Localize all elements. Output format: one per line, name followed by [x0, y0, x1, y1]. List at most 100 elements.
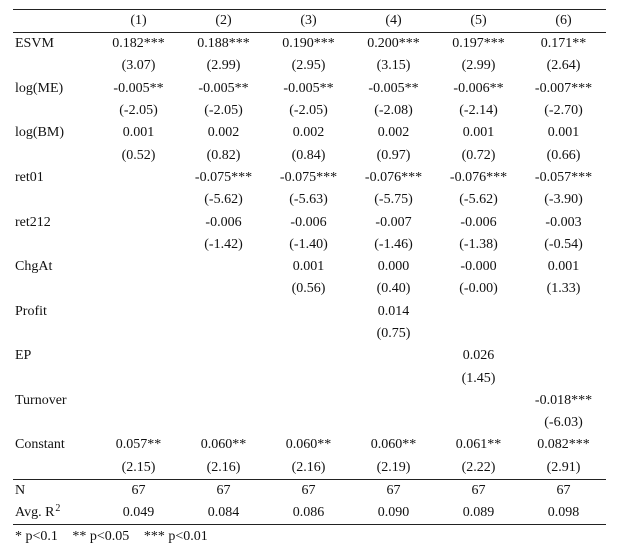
- coefficient-cell: 0.001: [547, 259, 580, 275]
- coefficient-row: ChgAt 0.001 0.000 -0.000 0.001: [13, 256, 606, 278]
- tstat-cell: [436, 412, 521, 434]
- tstat-cell: (-0.00): [459, 281, 498, 297]
- tstat-cell: (-1.38): [459, 236, 498, 252]
- coefficient-cell: 0.190***: [282, 36, 335, 52]
- coefficient-cell: -0.000: [460, 259, 497, 275]
- tstat-cell: (0.72): [461, 147, 496, 163]
- coefficient-cell: -0.075***: [279, 169, 338, 185]
- statistic-cell: 0.098: [521, 501, 606, 525]
- tstat-label-blank: [13, 367, 96, 389]
- tstat-cell: (-2.70): [544, 103, 583, 119]
- coefficient-cell: [96, 390, 181, 412]
- coefficient-cell: -0.075***: [194, 169, 253, 185]
- coefficient-cell: [96, 211, 181, 233]
- coefficient-cell: -0.005**: [368, 80, 419, 96]
- variable-label: ret212: [15, 214, 51, 230]
- column-header: (4): [351, 9, 436, 33]
- coefficient-cell: 0.197***: [452, 36, 505, 52]
- tstat-cell: (0.40): [376, 281, 411, 297]
- tstat-row: (-6.03): [13, 412, 606, 434]
- statistic-cell: 67: [521, 478, 606, 502]
- variable-label: Turnover: [15, 392, 67, 408]
- column-header: (2): [181, 9, 266, 33]
- statistic-label-text: Avg. R: [15, 504, 55, 520]
- coefficient-row: Profit 0.014: [13, 301, 606, 323]
- coefficient-cell: 0.001: [547, 125, 580, 141]
- tstat-cell: [266, 412, 351, 434]
- tstat-cell: (-1.42): [204, 236, 243, 252]
- coefficient-cell: 0.001: [292, 259, 325, 275]
- tstat-cell: [96, 278, 181, 300]
- variable-label: ret01: [15, 169, 44, 185]
- coefficient-cell: [436, 301, 521, 323]
- tstat-cell: (-2.08): [374, 103, 413, 119]
- coefficient-cell: [521, 345, 606, 367]
- tstat-row: (0.75): [13, 323, 606, 345]
- coefficient-cell: 0.188***: [197, 36, 250, 52]
- coefficient-cell: -0.006: [290, 214, 327, 230]
- coefficient-cell: -0.006**: [453, 80, 504, 96]
- tstat-label-blank: [13, 144, 96, 166]
- tstat-cell: (2.15): [121, 459, 156, 475]
- coefficient-row: Turnover -0.018***: [13, 390, 606, 412]
- tstat-cell: (0.97): [376, 147, 411, 163]
- tstat-cell: [181, 367, 266, 389]
- tstat-cell: (2.19): [376, 459, 411, 475]
- tstat-cell: (-2.05): [119, 103, 158, 119]
- variable-label: log(BM): [15, 125, 64, 141]
- tstat-label-blank: [13, 234, 96, 256]
- coefficient-cell: -0.005**: [113, 80, 164, 96]
- tstat-cell: (-3.90): [544, 192, 583, 208]
- coefficient-row: log(BM) 0.001 0.002 0.002 0.002 0.001 0.001: [13, 122, 606, 144]
- statistic-label: Avg. R2: [13, 501, 96, 525]
- coefficient-cell: 0.182***: [112, 36, 165, 52]
- coefficient-cell: [266, 390, 351, 412]
- footnote-item: * p<0.1: [15, 528, 58, 544]
- column-header: (6): [521, 9, 606, 33]
- tstat-cell: (2.99): [206, 58, 241, 74]
- tstat-cell: (2.16): [206, 459, 241, 475]
- coefficient-cell: [96, 256, 181, 278]
- variable-label: Constant: [15, 437, 65, 453]
- variable-label: Profit: [15, 303, 47, 319]
- header-row: (1) (2) (3) (4) (5) (6): [13, 9, 606, 33]
- coefficient-cell: -0.005**: [198, 80, 249, 96]
- coefficient-cell: [181, 256, 266, 278]
- statistic-cell: 67: [351, 478, 436, 502]
- coefficient-cell: 0.061**: [455, 437, 502, 453]
- tstat-row: (3.07) (2.99) (2.95) (3.15) (2.99) (2.64): [13, 55, 606, 77]
- tstat-cell: (0.75): [376, 326, 411, 341]
- coefficient-row: ret212 -0.006 -0.006 -0.007 -0.006 -0.003: [13, 211, 606, 233]
- coefficient-cell: [266, 301, 351, 323]
- coefficient-cell: [181, 390, 266, 412]
- coefficient-cell: -0.018***: [534, 392, 593, 408]
- tstat-cell: [351, 367, 436, 389]
- variable-label: ChgAt: [15, 259, 53, 275]
- coefficient-cell: -0.003: [545, 214, 582, 230]
- coefficient-cell: -0.006: [460, 214, 497, 230]
- coefficient-cell: 0.082***: [537, 437, 590, 453]
- coefficient-cell: 0.002: [207, 125, 240, 141]
- coefficient-cell: [436, 390, 521, 412]
- tstat-label-blank: [13, 323, 96, 345]
- tstat-cell: [266, 367, 351, 389]
- coefficient-cell: 0.000: [377, 259, 410, 275]
- tstat-cell: (-0.54): [544, 236, 583, 252]
- tstat-cell: (0.52): [121, 147, 156, 163]
- tstat-cell: (0.82): [206, 147, 241, 163]
- column-header: (5): [436, 9, 521, 33]
- tstat-cell: [96, 323, 181, 345]
- coefficient-cell: -0.076***: [449, 169, 508, 185]
- coefficient-cell: 0.001: [462, 125, 495, 141]
- tstat-cell: (-1.46): [374, 236, 413, 252]
- coefficient-cell: [266, 345, 351, 367]
- tstat-cell: (2.16): [291, 459, 326, 475]
- coefficient-cell: [96, 301, 181, 323]
- regression-table: (1) (2) (3) (4) (5) (6) ESVM 0.182*** 0.18…: [13, 9, 606, 525]
- tstat-row: (1.45): [13, 367, 606, 389]
- coefficient-cell: -0.076***: [364, 169, 423, 185]
- coefficient-cell: -0.007: [375, 214, 412, 230]
- tstat-cell: (-2.14): [459, 103, 498, 119]
- tstat-cell: [96, 189, 181, 211]
- tstat-cell: [181, 412, 266, 434]
